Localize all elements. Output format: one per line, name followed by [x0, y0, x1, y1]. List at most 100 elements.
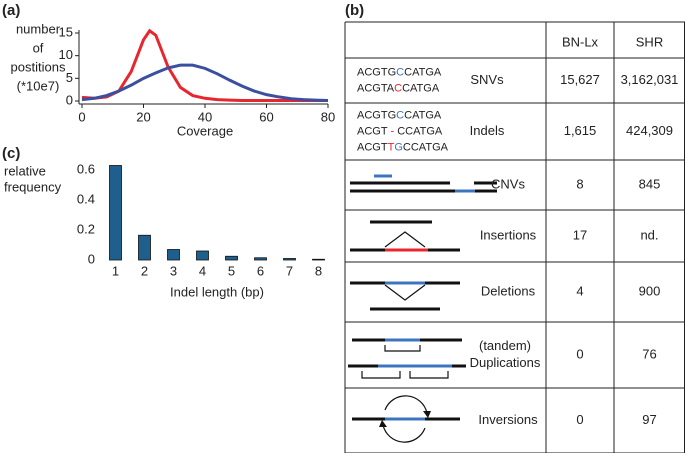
- sequence-base: C: [404, 109, 412, 121]
- sequence-base: G: [426, 125, 435, 137]
- cell-value: nd.: [640, 227, 658, 242]
- sequence-base: A: [434, 109, 442, 121]
- sequence-base: T: [381, 66, 388, 78]
- sequence-base: C: [402, 82, 410, 94]
- diagrams: [348, 174, 497, 443]
- cell-value: 97: [642, 412, 656, 427]
- cell-value: 900: [639, 283, 661, 298]
- sequence-base: -: [390, 125, 394, 137]
- sequence-base: C: [364, 109, 372, 121]
- sequence-base: C: [397, 125, 405, 137]
- sequence-base: A: [441, 141, 449, 153]
- sequence-base: A: [387, 82, 395, 94]
- sequence: ACGTGCCATGA: [357, 109, 442, 121]
- bar: [196, 250, 209, 261]
- sequence-base: C: [404, 66, 412, 78]
- sequence-base: G: [432, 141, 441, 153]
- panel-label: (c): [2, 145, 20, 162]
- row-label: Deletions: [481, 283, 536, 298]
- sequence-base: A: [412, 66, 420, 78]
- sequence-base: A: [357, 109, 365, 121]
- sequence-base: T: [417, 82, 424, 94]
- bar: [138, 234, 151, 261]
- sequence-base: C: [364, 66, 372, 78]
- sequence-base: T: [425, 141, 432, 153]
- y-tick-label: 0: [88, 251, 95, 266]
- sequence-base: A: [432, 82, 440, 94]
- sequence-base: G: [372, 82, 381, 94]
- x-tick-label: 1: [112, 263, 119, 278]
- cell-value: 1,615: [564, 123, 597, 138]
- sequence-base: G: [388, 66, 397, 78]
- sequence-base: A: [412, 109, 420, 121]
- bar: [167, 249, 180, 261]
- column-header: SHR: [636, 34, 663, 49]
- sequence-base: T: [388, 141, 395, 153]
- sequence: ACGTTGCCATGA: [357, 141, 449, 153]
- sequence-base: T: [381, 125, 388, 137]
- y-tick-label: 0.6: [77, 161, 95, 176]
- sequence-base: A: [357, 66, 365, 78]
- sequence-base: C: [396, 66, 404, 78]
- bar: [312, 258, 325, 261]
- x-tick-label: 8: [315, 263, 322, 278]
- x-tick-label: 7: [286, 263, 293, 278]
- sequence-base: A: [419, 141, 427, 153]
- sequence-base: A: [357, 82, 365, 94]
- x-tick-label: 6: [257, 263, 264, 278]
- row-label: Duplications: [470, 355, 541, 370]
- x-tick-label: 5: [228, 263, 235, 278]
- sequence-base: C: [364, 82, 372, 94]
- sequence-base: C: [364, 125, 372, 137]
- cell-value: 17: [573, 227, 587, 242]
- x-tick-label: 40: [198, 109, 212, 124]
- line-series: [81, 28, 328, 103]
- sequence-base: G: [372, 109, 381, 121]
- sequence-base: G: [423, 82, 432, 94]
- cell-value: 424,309: [626, 123, 673, 138]
- bar: [283, 258, 296, 261]
- y-tick-label: 0.4: [77, 191, 95, 206]
- sequence-base: A: [435, 125, 443, 137]
- bar: [254, 257, 267, 261]
- sequence-base: C: [396, 109, 404, 121]
- row-label: SNVs: [470, 72, 504, 87]
- y-axis-label: frequency: [4, 179, 62, 194]
- sequence-base: A: [357, 141, 365, 153]
- line-series: [81, 63, 329, 103]
- x-tick-label: 0: [78, 109, 85, 124]
- cell-value: 0: [576, 412, 583, 427]
- x-tick-label: 2: [141, 263, 148, 278]
- y-tick-label: 5: [66, 70, 73, 85]
- row-label: Insertions: [480, 227, 537, 242]
- x-axis-label: Coverage: [177, 123, 233, 138]
- sequence-base: C: [394, 82, 402, 94]
- sequence-base: A: [410, 82, 418, 94]
- y-axis-label: (*10e7): [17, 78, 60, 93]
- cell-value: 3,162,031: [621, 72, 679, 87]
- bar: [225, 255, 238, 261]
- sequence-base: G: [425, 66, 434, 78]
- sequence-base: C: [403, 141, 411, 153]
- cell-value: 845: [639, 176, 661, 191]
- y-axis-label: number: [16, 21, 61, 36]
- cell-value: 4: [576, 283, 583, 298]
- sequence-base: C: [405, 125, 413, 137]
- sequence-base: T: [419, 109, 426, 121]
- sequence: ACGTACCATGA: [357, 82, 440, 94]
- x-axis-label: Indel length (bp): [170, 284, 264, 299]
- sequence: ACGT - CCATGA: [357, 125, 443, 137]
- y-tick-label: 15: [59, 24, 73, 39]
- column-header: BN-Lx: [562, 34, 599, 49]
- sequence: ACGTGCCATGA: [357, 66, 442, 78]
- y-axis-label: relative: [4, 163, 46, 178]
- panel-label: (a): [2, 2, 20, 19]
- sequence-base: T: [381, 141, 388, 153]
- row-label: Inversions: [478, 412, 538, 427]
- sequence-base: C: [411, 141, 419, 153]
- sequence-base: T: [381, 82, 388, 94]
- sequence-base: A: [434, 66, 442, 78]
- sequence-base: G: [425, 109, 434, 121]
- row-label: Indels: [470, 123, 505, 138]
